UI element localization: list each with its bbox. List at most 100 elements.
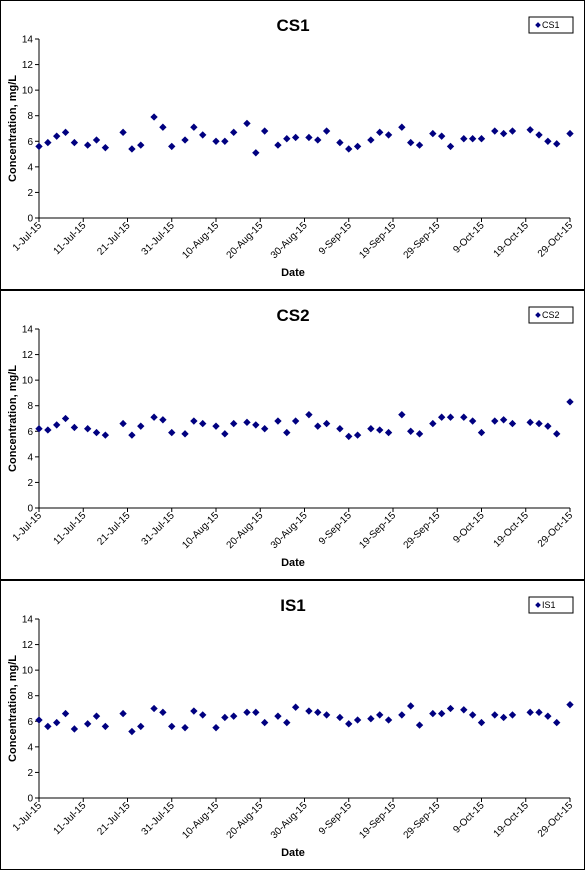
data-point: [128, 431, 136, 439]
data-point: [544, 712, 552, 720]
x-axis-title: Date: [281, 847, 305, 859]
y-axis-title: Concentration, mg/L: [7, 365, 19, 472]
data-point: [526, 708, 534, 717]
data-point: [221, 430, 229, 438]
data-point: [407, 427, 415, 435]
data-point: [477, 428, 486, 437]
x-tick-label: 21-Jul-15: [95, 220, 133, 258]
data-point: [168, 142, 176, 151]
data-point: [566, 129, 574, 138]
y-tick-label: 12: [22, 640, 34, 651]
data-point: [367, 715, 375, 723]
data-point: [477, 135, 486, 143]
x-tick-label: 31-Jul-15: [140, 800, 178, 838]
data-point: [437, 132, 446, 140]
x-tick-label: 30-Aug-15: [269, 510, 310, 551]
x-tick-label: 10-Aug-15: [180, 220, 221, 261]
data-point: [367, 136, 375, 144]
data-point: [499, 713, 508, 722]
legend: [528, 306, 574, 324]
data-point: [429, 129, 437, 138]
y-tick-label: 4: [27, 452, 33, 463]
data-point: [566, 398, 574, 406]
data-point: [70, 423, 79, 432]
data-point: [322, 127, 331, 135]
x-axis-title: Date: [281, 267, 305, 279]
y-tick-label: 6: [27, 717, 33, 728]
data-point: [150, 413, 158, 421]
data-point: [508, 127, 517, 135]
data-point: [460, 706, 468, 714]
data-point: [491, 417, 499, 425]
data-point: [544, 422, 552, 430]
data-point: [345, 145, 353, 153]
data-point: [398, 123, 406, 131]
data-point: [150, 704, 158, 713]
y-tick-label: 6: [27, 427, 33, 438]
y-tick-label: 12: [22, 350, 34, 361]
x-tick-label: 29-Sep-15: [402, 800, 443, 841]
data-point: [83, 141, 92, 149]
data-point: [53, 421, 61, 429]
chart-svg: CS2 Concentration, mg/L Date 0 2 4 6 8 10 12 14 1-J…: [7, 306, 575, 569]
data-point: [221, 137, 229, 145]
data-point: [260, 718, 269, 727]
data-point: [384, 428, 393, 437]
chart-svg: IS1 Concentration, mg/L Date 0 2 4 6 8 10 12 14 1-J…: [7, 596, 576, 859]
data-point: [181, 136, 189, 144]
x-tick-label: 30-Aug-15: [269, 800, 310, 841]
data-point: [35, 425, 43, 433]
y-tick-label: 8: [27, 691, 33, 702]
data-point: [499, 416, 508, 424]
data-point: [526, 126, 534, 134]
data-point: [92, 428, 101, 437]
x-tick-label: 11-Jul-15: [52, 220, 89, 257]
data-point: [61, 414, 70, 423]
x-tick-label: 29-Oct-15: [536, 220, 576, 260]
data-point: [353, 431, 362, 439]
data-point: [252, 708, 260, 717]
y-tick-label: 2: [27, 188, 33, 199]
data-point: [398, 711, 406, 719]
data-point: [212, 137, 220, 145]
x-tick-label: 9-Oct-15: [451, 510, 487, 546]
y-tick-label: 2: [27, 478, 33, 489]
data-point: [322, 419, 331, 428]
legend: [528, 596, 574, 614]
data-point: [92, 136, 101, 144]
data-point: [322, 711, 331, 719]
data-point: [336, 138, 344, 147]
x-tick-label: 20-Aug-15: [225, 220, 266, 261]
x-tick-label: 1-Jul-15: [11, 220, 45, 254]
x-tick-label: 29-Oct-15: [536, 800, 576, 840]
data-point: [460, 413, 468, 421]
x-tick-label: 19-Sep-15: [357, 800, 398, 841]
data-point: [336, 425, 344, 433]
data-point: [415, 141, 424, 149]
y-tick-label: 10: [22, 86, 34, 97]
legend-label: CS1: [542, 20, 560, 30]
data-point: [150, 113, 158, 121]
data-point: [535, 419, 543, 428]
data-point: [384, 131, 393, 139]
chart-title: IS1: [280, 596, 306, 615]
data-point: [468, 135, 477, 143]
data-point: [291, 133, 300, 142]
data-point: [376, 711, 384, 719]
legend-label: CS2: [542, 310, 560, 320]
data-point: [260, 127, 269, 135]
data-point: [336, 713, 344, 722]
data-point: [128, 727, 136, 736]
data-point: [119, 419, 127, 428]
y-tick-label: 10: [22, 666, 34, 677]
y-tick-label: 8: [27, 111, 33, 122]
data-point: [491, 127, 499, 135]
x-tick-label: 19-Oct-15: [492, 510, 532, 550]
data-point: [376, 426, 384, 434]
x-tick-label: 9-Sep-15: [317, 510, 354, 547]
x-tick-label: 29-Sep-15: [402, 220, 443, 261]
x-tick-label: 19-Sep-15: [357, 510, 398, 551]
data-point: [243, 119, 251, 128]
data-point: [101, 722, 110, 731]
x-tick-label: 10-Aug-15: [180, 510, 221, 551]
